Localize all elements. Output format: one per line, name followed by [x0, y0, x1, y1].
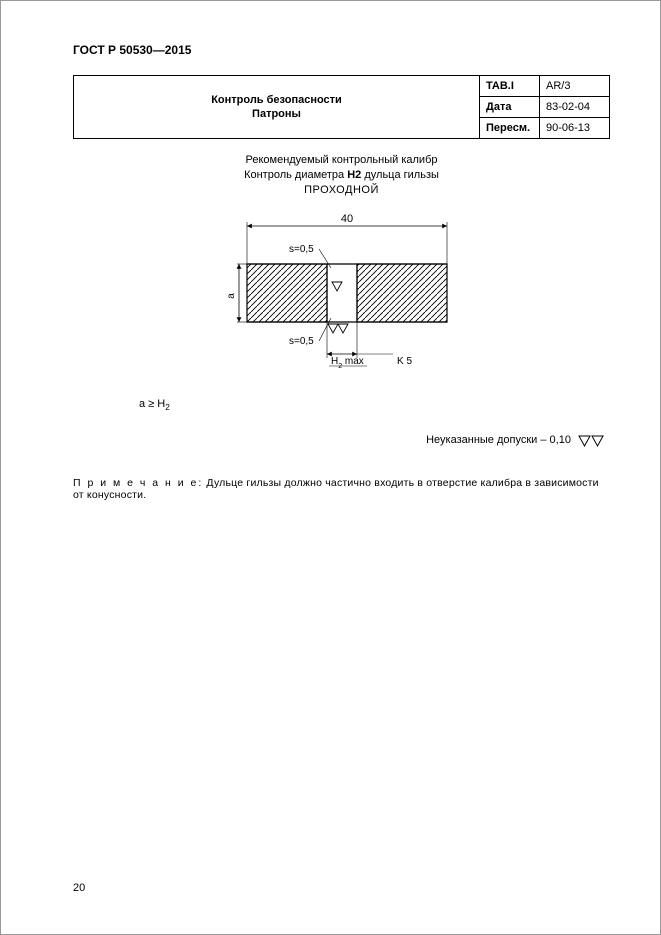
standard-code: ГОСТ Р 50530—2015: [73, 43, 610, 57]
subtitle-line2-pre: Контроль диаметра: [244, 169, 347, 181]
note-a-sub: 2: [165, 403, 170, 412]
note-a: a ≥ H2: [139, 398, 610, 412]
svg-text:K 5: K 5: [397, 356, 412, 367]
header-row3-value: 90-06-13: [540, 118, 610, 139]
tolerance-triangles-icon: [578, 435, 606, 449]
header-left-cell: Контроль безопасности Патроны: [74, 76, 480, 139]
tolerance-row: Неуказанные допуски – 0,10: [73, 434, 610, 449]
page-number: 20: [73, 882, 85, 894]
subtitle-block: Рекомендуемый контрольный калибр Контрол…: [73, 153, 610, 198]
svg-text:s=0,5: s=0,5: [289, 336, 314, 347]
subtitle-line1: Рекомендуемый контрольный калибр: [245, 154, 437, 166]
note-a-pre: a ≥ H: [139, 398, 165, 410]
footnote: П р и м е ч а н и е: Дульце гильзы должн…: [73, 477, 610, 501]
subtitle-line3: ПРОХОДНОЙ: [304, 184, 379, 196]
header-left-line2: Патроны: [252, 108, 301, 120]
header-table: Контроль безопасности Патроны TAB.I AR/3…: [73, 75, 610, 139]
header-row1-value: AR/3: [540, 76, 610, 97]
diagram: 40 s=0,5 s=0,5 a H2 max K 5: [227, 204, 457, 384]
header-row2-label: Дата: [480, 97, 540, 118]
subtitle-line2-post: дульца гильзы: [361, 169, 439, 181]
svg-text:a: a: [227, 292, 237, 298]
svg-text:H2 max: H2 max: [331, 356, 364, 370]
header-row3-label: Пересм.: [480, 118, 540, 139]
header-left-line1: Контроль безопасности: [211, 94, 342, 106]
tolerance-text: Неуказанные допуски – 0,10: [426, 434, 571, 446]
subtitle-line2-bold: H2: [347, 169, 361, 181]
svg-text:s=0,5: s=0,5: [289, 244, 314, 255]
header-row2-value: 83-02-04: [540, 97, 610, 118]
header-row1-label: TAB.I: [480, 76, 540, 97]
svg-text:40: 40: [340, 213, 352, 225]
footnote-label: П р и м е ч а н и е:: [73, 477, 203, 489]
diagram-svg: 40 s=0,5 s=0,5 a H2 max K 5: [227, 204, 457, 379]
